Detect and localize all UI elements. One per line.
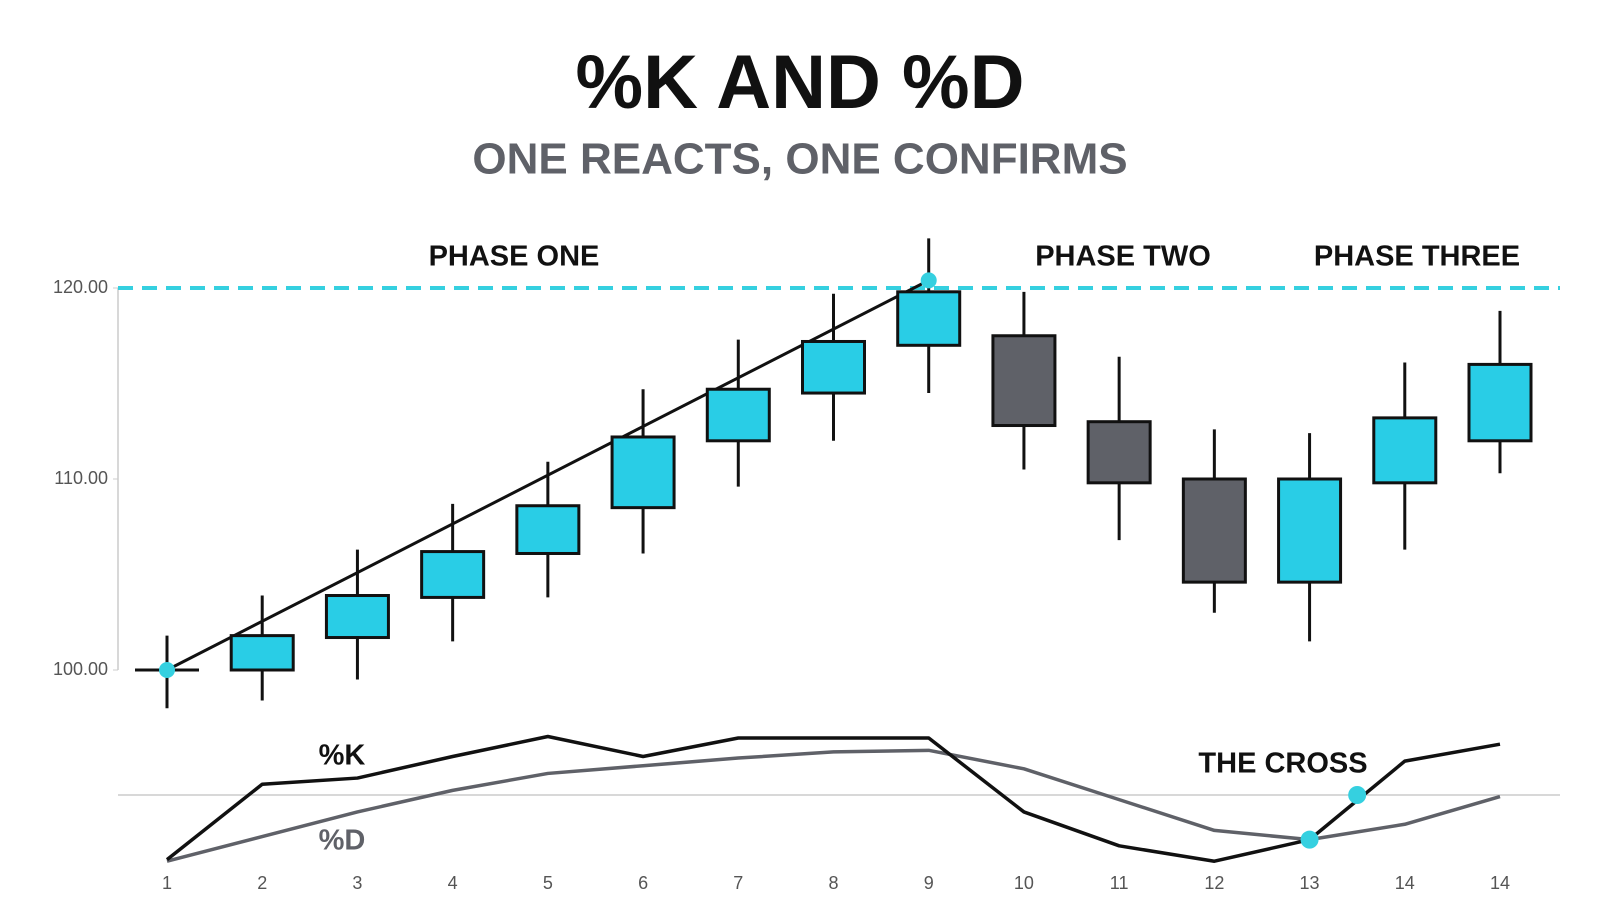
candle-body	[1181, 477, 1247, 584]
trend-point	[920, 272, 937, 289]
x-tick-label: 5	[543, 873, 553, 893]
candle-body	[229, 634, 295, 672]
cross-point	[1300, 830, 1319, 849]
candle-body	[1372, 416, 1438, 485]
x-tick-label: 8	[828, 873, 838, 893]
candle-body	[896, 290, 962, 347]
y-tick-label: 110.00	[54, 468, 108, 488]
series-line	[166, 748, 1501, 863]
candle-body	[1467, 362, 1533, 443]
candle-body	[991, 334, 1057, 428]
annotation: PHASE TWO	[1035, 241, 1211, 273]
x-tick-label: 1	[162, 873, 172, 893]
candle-body	[610, 435, 676, 510]
x-tick-label: 7	[733, 873, 743, 893]
x-tick-label: 14	[1395, 873, 1415, 893]
trend-point	[159, 662, 175, 678]
series-line	[165, 734, 1501, 863]
x-tick-label: 2	[257, 873, 267, 893]
candle-body	[515, 504, 581, 555]
candle-body	[705, 387, 771, 443]
x-tick-label: 6	[638, 873, 648, 893]
cross-point	[1348, 786, 1367, 804]
series-label: %K	[319, 740, 366, 772]
annotation: PHASE ONE	[429, 241, 600, 273]
x-tick-label: 11	[1110, 873, 1129, 893]
candle-body	[1277, 477, 1343, 584]
annotation: THE CROSS	[1198, 748, 1367, 780]
candle-body	[1086, 420, 1152, 485]
chart-subtitle: ONE REACTS, ONE CONFIRMS	[472, 135, 1127, 184]
x-tick-label: 4	[448, 873, 458, 893]
candle-body	[420, 550, 486, 599]
x-tick-label: 14	[1490, 873, 1510, 893]
candle-body	[801, 339, 866, 395]
chart-title: %K AND %D	[576, 40, 1025, 125]
y-tick-label: 120.00	[53, 277, 108, 297]
x-tick-label: 9	[924, 873, 934, 893]
x-tick-label: 3	[352, 873, 362, 893]
y-tick-label: 100.00	[53, 659, 108, 679]
candle-body	[324, 594, 390, 640]
x-tick-label: 13	[1300, 873, 1320, 893]
annotation: PHASE THREE	[1314, 241, 1520, 273]
x-tick-label: 12	[1204, 873, 1224, 893]
x-tick-label: 10	[1014, 873, 1034, 893]
series-label: %D	[319, 825, 366, 857]
